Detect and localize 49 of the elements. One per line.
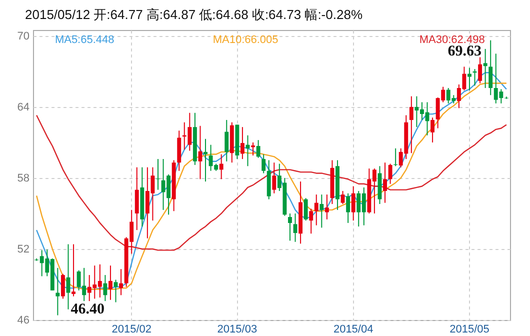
candlestick — [114, 279, 118, 303]
candlestick — [388, 163, 392, 184]
candlestick — [240, 126, 244, 160]
x-tick-label: 2015/03 — [217, 324, 258, 336]
candlestick — [478, 56, 482, 84]
candlestick — [351, 186, 356, 222]
text: MA5:65.448 — [54, 34, 114, 46]
chart-title: 2015/05/12 开:64.77 高:64.87 低:64.68 收:64.73 幅:-0.28% — [25, 6, 363, 22]
candlestick — [324, 194, 329, 220]
annotation: 69.63 — [448, 43, 482, 60]
candlestick — [72, 244, 76, 297]
candlestick — [488, 40, 493, 96]
candlestick — [256, 140, 260, 158]
candlestick — [262, 154, 266, 174]
candlestick — [320, 194, 324, 228]
candlestick — [198, 125, 202, 180]
candlestick — [108, 265, 112, 300]
candlestick — [304, 198, 308, 222]
candlestick — [60, 273, 65, 300]
candlestick — [56, 267, 60, 316]
candlestick — [134, 166, 139, 231]
annotation: 46.40 — [70, 301, 105, 318]
y-tick-label: 64 — [17, 101, 30, 114]
candlestick — [219, 154, 224, 180]
candlestick — [314, 194, 318, 226]
candlestick — [468, 67, 472, 91]
candlestick — [204, 138, 208, 182]
candlestick — [409, 96, 414, 154]
candlestick — [346, 192, 350, 224]
y-tick-label: 46 — [17, 314, 30, 326]
x-tick-label: 2015/02 — [112, 324, 152, 336]
x-tick-label: 2015/05 — [450, 324, 490, 336]
line-series — [36, 114, 508, 251]
text: MA30:62.498 — [419, 34, 485, 46]
y-tick-label: 52 — [17, 243, 30, 256]
text: MA10:66.005 — [212, 34, 278, 46]
candlestick — [103, 274, 108, 302]
candlestick — [272, 162, 276, 194]
y-tick-label: 70 — [17, 30, 30, 42]
candlestick — [119, 268, 124, 296]
candlestick — [430, 117, 435, 143]
candlestick — [224, 119, 229, 162]
x-tick-label: 2015/04 — [333, 324, 374, 336]
y-tick-label: 58 — [17, 172, 30, 184]
candlestick — [288, 212, 292, 242]
candlestick — [340, 190, 345, 204]
candlestick — [483, 48, 488, 88]
candlestick — [309, 208, 314, 234]
candlestick — [383, 162, 387, 204]
